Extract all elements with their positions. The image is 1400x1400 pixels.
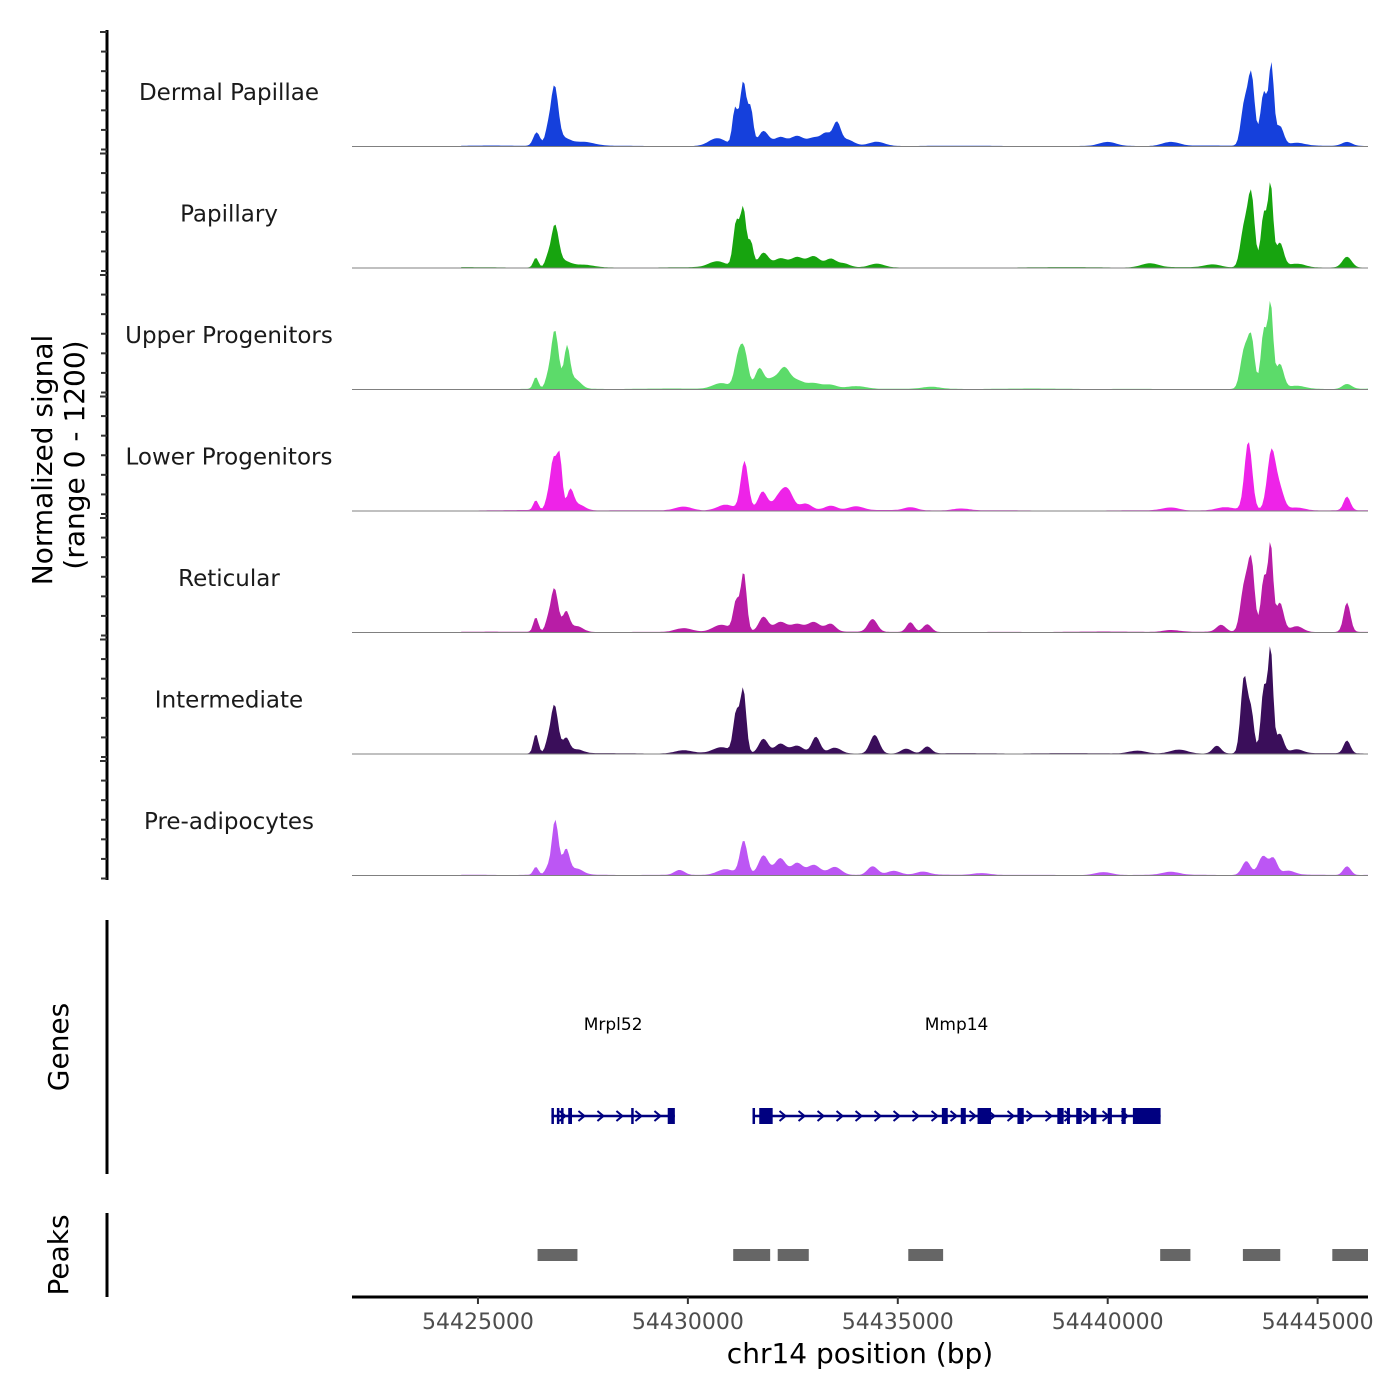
gene-exon [568,1108,572,1124]
strand-arrow [577,1110,586,1122]
track-signal-area [461,62,1368,147]
gene-exon [631,1108,634,1124]
strand-arrow [615,1110,624,1122]
strand-arrow [930,1110,940,1122]
strand-arrow [968,1110,978,1122]
genes-panel-label: Genes [42,1003,75,1091]
peak-region-bar [733,1249,771,1261]
track-signal-area [461,182,1368,268]
track-signal-area [461,542,1368,633]
gene-exon [667,1108,675,1124]
strand-arrow [835,1110,845,1122]
peak-region-bar [908,1249,944,1261]
gene-label: Mmp14 [925,1015,989,1035]
strand-arrow [911,1110,921,1122]
gene-exon [1090,1108,1097,1124]
gene-annotations: Mrpl52 Mmp14 [551,1015,1161,1124]
strand-arrow [1063,1110,1073,1122]
track-label: Reticular [178,566,280,592]
peak-region-bar [777,1249,809,1261]
strand-arrow [816,1110,826,1122]
track-label: Upper Progenitors [125,323,333,349]
peak-regions [537,1249,1368,1261]
strand-arrow [854,1110,864,1122]
strand-arrow [1044,1110,1054,1122]
x-axis-title: chr14 position (bp) [727,1337,993,1370]
strand-arrow [892,1110,902,1122]
track-pre-adipocytes: Pre-adipocytes [144,809,1368,876]
coverage-ylabel-line2: (range 0 - 1200) [58,340,91,569]
strand-arrow [797,1110,807,1122]
gene-exon [752,1108,756,1124]
strand-arrow [653,1110,662,1122]
x-tick-label: 54445000 [1262,1310,1374,1335]
gene-mmp14: Mmp14 [752,1015,1161,1124]
strand-arrow [778,1110,788,1122]
track-signal-area [461,646,1368,754]
track-reticular: Reticular [178,542,1368,633]
strand-arrow [596,1110,605,1122]
x-tick-label: 54435000 [842,1310,954,1335]
gene-exon [1121,1108,1126,1124]
peak-region-bar [537,1249,578,1261]
gene-exon [561,1108,564,1124]
gene-label: Mrpl52 [584,1015,643,1035]
track-label: Dermal Papillae [139,80,319,106]
coverage-tracks: Dermal Papillae Papillary Upper Progenitor… [125,62,1368,876]
track-signal-area [461,300,1368,390]
track-papillary: Papillary [180,182,1368,269]
peak-region-bar [1160,1249,1191,1261]
gene-exon [1107,1108,1112,1124]
strand-arrow [873,1110,883,1122]
x-axis-ticks: 54425000 54430000 54435000 54440000 54445000 [422,1297,1374,1335]
track-intermediate: Intermediate [155,646,1368,755]
gene-exon [1057,1108,1064,1124]
x-tick-label: 54440000 [1052,1310,1164,1335]
gene-exon [556,1108,560,1124]
gene-exon [551,1108,554,1124]
gene-exon [1066,1108,1070,1124]
gene-mrpl52: Mrpl52 [551,1015,675,1124]
x-tick-label: 54430000 [632,1310,744,1335]
peak-region-bar [1242,1249,1281,1261]
track-label: Lower Progenitors [126,445,333,471]
coverage-ylabel-line1: Normalized signal [26,335,59,586]
track-dermal-papillae: Dermal Papillae [139,62,1368,147]
peak-region-bar [1332,1249,1368,1261]
track-label: Papillary [180,202,278,228]
gene-exon [977,1108,991,1124]
peaks-panel-label: Peaks [42,1214,75,1295]
strand-arrow [634,1110,643,1122]
strand-arrow [1082,1110,1092,1122]
x-tick-label: 54425000 [422,1310,534,1335]
gene-exon [1076,1108,1082,1124]
gene-exon [960,1108,966,1124]
strand-arrow [949,1110,959,1122]
gene-exon [1132,1108,1161,1124]
track-upper-progenitors: Upper Progenitors [125,300,1368,390]
gene-exon [1017,1108,1024,1124]
track-signal-area [461,442,1368,511]
track-label: Pre-adipocytes [144,809,314,835]
coverage-y-ticks [100,31,107,880]
track-signal-area [461,819,1368,876]
track-lower-progenitors: Lower Progenitors [126,442,1368,512]
track-label: Intermediate [155,688,303,714]
gene-exon [941,1108,948,1124]
gene-exon [759,1108,773,1124]
strand-arrow [1025,1110,1035,1122]
strand-arrow [1006,1110,1016,1122]
